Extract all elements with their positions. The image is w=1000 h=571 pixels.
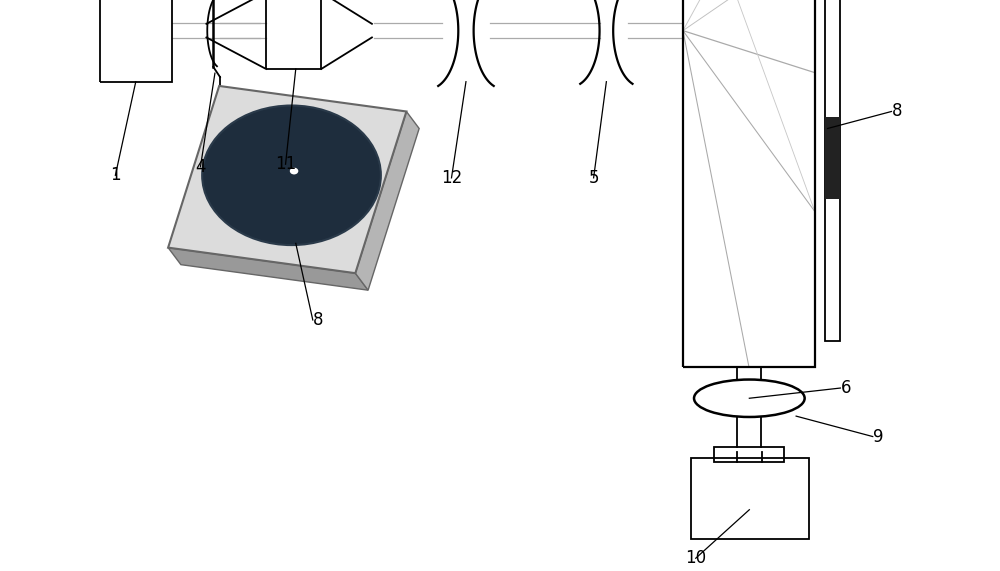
Text: 1: 1: [110, 166, 121, 184]
Bar: [825, 0, 840, 341]
Bar: [825, 116, 840, 199]
Text: 8: 8: [313, 311, 323, 329]
Bar: [683, 0, 815, 367]
Text: 12: 12: [441, 169, 462, 187]
Text: 11: 11: [275, 155, 296, 173]
Bar: [266, 0, 321, 69]
Text: 8: 8: [891, 102, 902, 120]
Text: 4: 4: [195, 158, 206, 176]
Ellipse shape: [202, 106, 381, 245]
Bar: [714, 447, 784, 462]
Text: 10: 10: [685, 549, 706, 567]
Ellipse shape: [290, 168, 298, 175]
Text: 5: 5: [588, 169, 599, 187]
Bar: [691, 458, 809, 538]
Bar: [100, 0, 172, 82]
Text: 9: 9: [873, 428, 883, 445]
Text: 6: 6: [840, 379, 851, 397]
Polygon shape: [355, 111, 419, 290]
Polygon shape: [168, 248, 368, 290]
Polygon shape: [168, 86, 406, 273]
